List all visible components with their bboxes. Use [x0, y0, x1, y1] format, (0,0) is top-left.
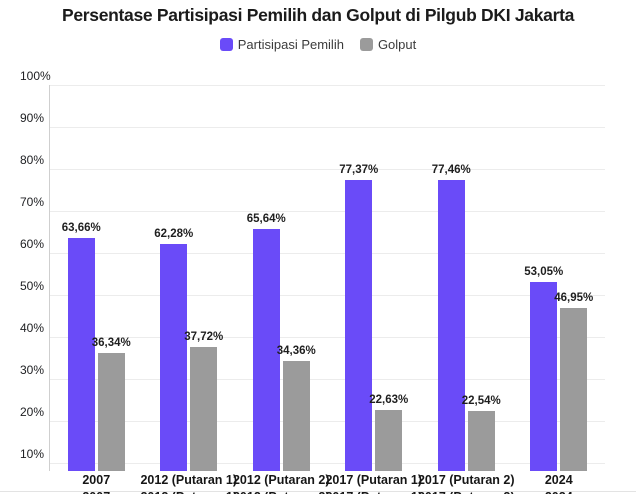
gridline-20%: [50, 421, 605, 423]
y-tick-label-100%: 100%: [20, 69, 51, 83]
bar-golput-2024[interactable]: [560, 308, 588, 471]
gridline-10%: [50, 463, 605, 465]
bar-golput-2017-putaran-2[interactable]: [467, 410, 495, 471]
y-tick-label-30%: 30%: [20, 363, 45, 378]
bar-partisipasi-pemilih-2007[interactable]: [67, 237, 95, 471]
x-tick-label-2017-putaran-1: 2017 (Putaran 1): [325, 473, 423, 487]
clipped-x-label-2007: 2007: [82, 492, 110, 494]
legend-label-golput: Golput: [377, 37, 417, 52]
x-tick-label-2024: 2024: [544, 473, 573, 487]
legend: Partisipasi Pemilih Golput: [0, 37, 636, 52]
legend-swatch-golput-icon: [359, 38, 373, 51]
bar-golput-2012-putaran-1[interactable]: [190, 346, 218, 471]
gridline-90%: [50, 127, 605, 129]
y-tick-label-10%: 10%: [20, 447, 45, 462]
bottom-divider: [0, 491, 636, 492]
gridline-60%: [50, 253, 605, 255]
gridline-80%: [50, 169, 605, 171]
y-axis-line: [49, 85, 50, 471]
value-label-golput-2024: 46,95%: [554, 292, 594, 305]
x-tick-label-2012-putaran-2: 2012 (Putaran 2): [232, 473, 330, 487]
x-tick-label-2007: 2007: [82, 473, 111, 487]
x-tick-label-2017-putaran-2: 2017 (Putaran 2): [417, 473, 515, 487]
value-label-partisipasi-pemilih-2017-putaran-2: 77,46%: [431, 163, 471, 176]
bar-golput-2017-putaran-1[interactable]: [375, 410, 403, 471]
legend-label-partisipasi: Partisipasi Pemilih: [237, 37, 344, 52]
gridline-50%: [50, 295, 605, 297]
legend-item-partisipasi[interactable]: Partisipasi Pemilih: [219, 37, 344, 52]
gridline-100%: [50, 85, 605, 86]
bar-partisipasi-pemilih-2017-putaran-1[interactable]: [345, 180, 373, 471]
value-label-golput-2017-putaran-2: 22,54%: [461, 394, 501, 407]
clipped-x-label-2012-putaran-2: 2012 (Putaran 2): [233, 492, 330, 494]
bar-golput-2007[interactable]: [97, 352, 125, 471]
y-tick-label-90%: 90%: [20, 111, 45, 126]
y-tick-label-60%: 60%: [20, 237, 45, 252]
clipped-x-label-2017-putaran-2: 2017 (Putaran 2): [418, 492, 515, 494]
y-tick-label-80%: 80%: [20, 153, 45, 168]
value-label-golput-2012-putaran-1: 37,72%: [184, 330, 224, 343]
plot-area: 63,66% 36,34% 62,28% 37,72% 65,64% 34,36% 77,3…: [50, 85, 605, 471]
gridline-40%: [50, 337, 605, 339]
bar-partisipasi-pemilih-2017-putaran-2[interactable]: [437, 179, 465, 471]
legend-swatch-partisipasi-icon: [219, 38, 233, 51]
y-tick-label-20%: 20%: [20, 405, 45, 420]
value-label-partisipasi-pemilih-2024: 53,05%: [524, 266, 564, 279]
bar-partisipasi-pemilih-2024[interactable]: [530, 282, 558, 471]
bar-partisipasi-pemilih-2012-putaran-2[interactable]: [252, 229, 280, 471]
gridline-30%: [50, 379, 605, 381]
value-label-golput-2012-putaran-2: 34,36%: [276, 345, 316, 358]
value-label-golput-2017-putaran-1: 22,63%: [369, 394, 409, 407]
y-tick-label-50%: 50%: [20, 279, 45, 294]
value-label-partisipasi-pemilih-2012-putaran-1: 62,28%: [154, 227, 194, 240]
clipped-x-label-2017-putaran-1: 2017 (Putaran 1): [325, 492, 422, 494]
y-tick-label-40%: 40%: [20, 321, 45, 336]
bar-golput-2012-putaran-2[interactable]: [282, 361, 310, 471]
legend-item-golput[interactable]: Golput: [359, 37, 417, 52]
clipped-x-label-2012-putaran-1: 2012 (Putaran 1): [140, 492, 237, 494]
gridline-70%: [50, 211, 605, 213]
value-label-partisipasi-pemilih-2012-putaran-2: 65,64%: [246, 213, 286, 226]
value-label-golput-2007: 36,34%: [91, 336, 131, 349]
value-label-partisipasi-pemilih-2007: 63,66%: [61, 221, 101, 234]
value-label-partisipasi-pemilih-2017-putaran-1: 77,37%: [339, 164, 379, 177]
y-tick-label-70%: 70%: [20, 195, 45, 210]
clipped-x-label-2024: 2024: [545, 492, 573, 494]
chart-title: Persentase Partisipasi Pemilih dan Golpu…: [61, 5, 575, 25]
bar-partisipasi-pemilih-2012-putaran-1[interactable]: [160, 243, 188, 471]
x-tick-label-2012-putaran-1: 2012 (Putaran 1): [140, 473, 238, 487]
